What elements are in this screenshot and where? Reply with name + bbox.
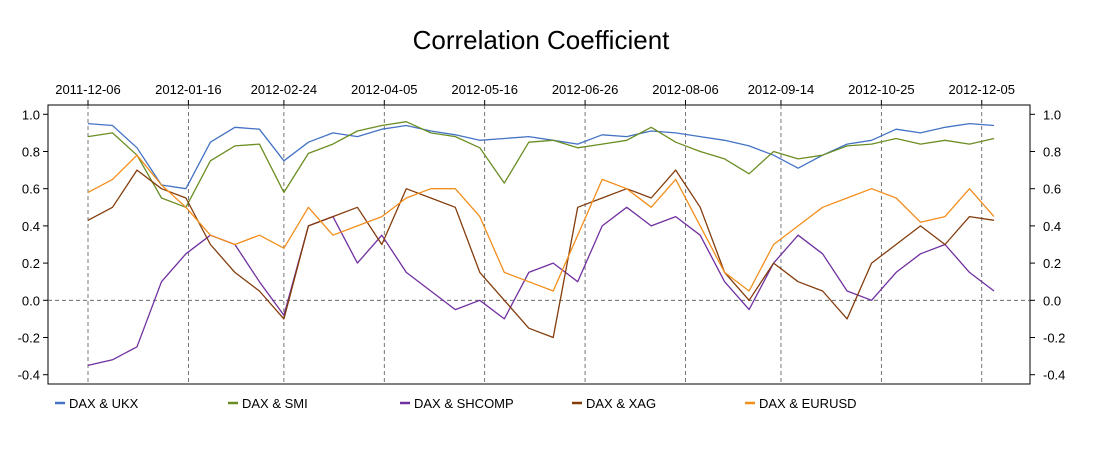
chart-title: Correlation Coefficient	[413, 25, 671, 55]
grid-lines	[48, 105, 1030, 384]
legend-item: DAX & SHCOMP	[400, 396, 514, 411]
legend-item: DAX & EURUSD	[745, 396, 857, 411]
y-tick-label-left: 0.8	[22, 145, 40, 160]
x-tick-label: 2012-04-05	[351, 82, 418, 97]
x-tick-label: 2012-01-16	[155, 82, 222, 97]
legend-label: DAX & SHCOMP	[414, 396, 514, 411]
series-line	[87, 206, 995, 367]
y-tick-label-left: 0.2	[22, 256, 40, 271]
y-tick-label-left: 0.0	[22, 293, 40, 308]
x-tick-label: 2012-05-16	[451, 82, 518, 97]
y-tick-label-right: 0.6	[1043, 182, 1061, 197]
y-tick-label-right: 1.0	[1043, 107, 1061, 122]
legend: DAX & UKX DAX & SMI DAX & SHCOMP DAX & XAG D…	[55, 396, 857, 411]
series-line	[87, 121, 995, 208]
y-tick-label-right: 0.4	[1043, 219, 1061, 234]
series-line	[87, 154, 995, 292]
y-tick-label-left: -0.2	[18, 331, 40, 346]
y-tick-label-right: 0.8	[1043, 145, 1061, 160]
axes: 2011-12-06 2012-01-16 2012-02-24 2012-04-05…	[18, 82, 1066, 383]
x-tick-label: 2012-08-06	[652, 82, 719, 97]
x-tick-label: 2011-12-06	[55, 82, 121, 97]
legend-label: DAX & XAG	[586, 396, 656, 411]
x-tick-label: 2012-10-25	[848, 82, 915, 97]
legend-label: DAX & SMI	[242, 396, 308, 411]
series-line	[87, 169, 995, 339]
legend-item: DAX & SMI	[228, 396, 308, 411]
series-line	[87, 122, 995, 190]
y-tick-label-right: 0.0	[1043, 293, 1061, 308]
series-lines	[87, 121, 995, 367]
x-tick-label: 2012-09-14	[748, 82, 815, 97]
legend-item: DAX & UKX	[55, 396, 139, 411]
y-tick-label-right: -0.4	[1043, 368, 1065, 383]
legend-item: DAX & XAG	[572, 396, 656, 411]
legend-label: DAX & EURUSD	[759, 396, 857, 411]
y-tick-label-left: 0.4	[22, 219, 40, 234]
legend-label: DAX & UKX	[69, 396, 139, 411]
y-tick-label-right: 0.2	[1043, 256, 1061, 271]
y-tick-label-left: -0.4	[18, 368, 40, 383]
x-tick-label: 2012-02-24	[251, 82, 318, 97]
x-tick-label: 2012-06-26	[552, 82, 619, 97]
plot-frame	[47, 104, 1031, 385]
y-tick-label-left: 0.6	[22, 182, 40, 197]
y-tick-label-right: -0.2	[1043, 331, 1065, 346]
x-tick-label: 2012-12-05	[949, 82, 1016, 97]
y-tick-label-left: 1.0	[22, 107, 40, 122]
